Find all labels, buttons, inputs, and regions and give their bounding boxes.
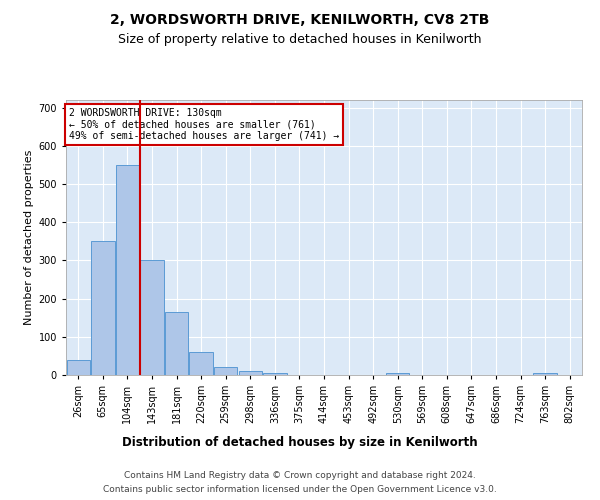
Text: Size of property relative to detached houses in Kenilworth: Size of property relative to detached ho… <box>118 32 482 46</box>
Bar <box>165 312 188 375</box>
Y-axis label: Number of detached properties: Number of detached properties <box>25 150 34 325</box>
Bar <box>190 352 213 375</box>
Bar <box>386 373 409 375</box>
Bar <box>116 165 139 375</box>
Bar <box>140 260 164 375</box>
Text: 2 WORDSWORTH DRIVE: 130sqm
← 50% of detached houses are smaller (761)
49% of sem: 2 WORDSWORTH DRIVE: 130sqm ← 50% of deta… <box>69 108 339 141</box>
Text: 2, WORDSWORTH DRIVE, KENILWORTH, CV8 2TB: 2, WORDSWORTH DRIVE, KENILWORTH, CV8 2TB <box>110 12 490 26</box>
Bar <box>239 371 262 375</box>
Bar <box>91 242 115 375</box>
Text: Contains public sector information licensed under the Open Government Licence v3: Contains public sector information licen… <box>103 484 497 494</box>
Bar <box>214 366 238 375</box>
Bar <box>533 373 557 375</box>
Text: Distribution of detached houses by size in Kenilworth: Distribution of detached houses by size … <box>122 436 478 449</box>
Bar <box>263 373 287 375</box>
Bar <box>67 360 90 375</box>
Text: Contains HM Land Registry data © Crown copyright and database right 2024.: Contains HM Land Registry data © Crown c… <box>124 472 476 480</box>
